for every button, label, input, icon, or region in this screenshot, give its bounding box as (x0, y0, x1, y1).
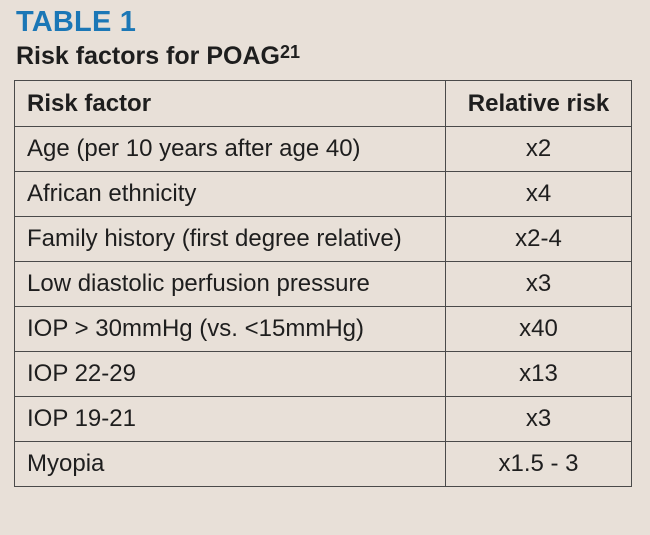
risk-factor-cell: IOP 19-21 (14, 396, 446, 442)
relative-risk-cell: x40 (445, 306, 632, 352)
table-row: Low diastolic perfusion pressure x3 (14, 261, 632, 307)
table-title-text: Risk factors for POAG (16, 42, 280, 70)
reference-superscript: 21 (279, 42, 300, 62)
relative-risk-cell: x3 (445, 396, 632, 442)
risk-factor-cell: Age (per 10 years after age 40) (14, 126, 446, 172)
column-header-relative-risk: Relative risk (445, 80, 632, 127)
risk-factors-table: Risk factor Relative risk Age (per 10 ye… (14, 80, 632, 487)
table-row: IOP 19-21 x3 (14, 396, 632, 442)
table-row: IOP > 30mmHg (vs. <15mmHg) x40 (14, 306, 632, 352)
table-row: IOP 22-29 x13 (14, 351, 632, 397)
relative-risk-cell: x13 (445, 351, 632, 397)
table-row: African ethnicity x4 (14, 171, 632, 217)
risk-factor-cell: IOP > 30mmHg (vs. <15mmHg) (14, 306, 446, 352)
risk-factor-cell: IOP 22-29 (14, 351, 446, 397)
relative-risk-cell: x1.5 - 3 (445, 441, 632, 487)
relative-risk-cell: x2-4 (445, 216, 632, 262)
column-header-risk-factor: Risk factor (14, 80, 446, 127)
table-title: Risk factors for POAG21 (16, 42, 300, 71)
risk-factor-cell: African ethnicity (14, 171, 446, 217)
table-row: Myopia x1.5 - 3 (14, 441, 632, 487)
risk-factor-cell: Myopia (14, 441, 446, 487)
table-row: Age (per 10 years after age 40) x2 (14, 126, 632, 172)
risk-factor-cell: Low diastolic perfusion pressure (14, 261, 446, 307)
relative-risk-cell: x4 (445, 171, 632, 217)
table-header-row: Risk factor Relative risk (14, 80, 632, 127)
table-row: Family history (first degree relative) x… (14, 216, 632, 262)
relative-risk-cell: x2 (445, 126, 632, 172)
table-label: TABLE 1 (16, 6, 137, 38)
relative-risk-cell: x3 (445, 261, 632, 307)
risk-factor-cell: Family history (first degree relative) (14, 216, 446, 262)
